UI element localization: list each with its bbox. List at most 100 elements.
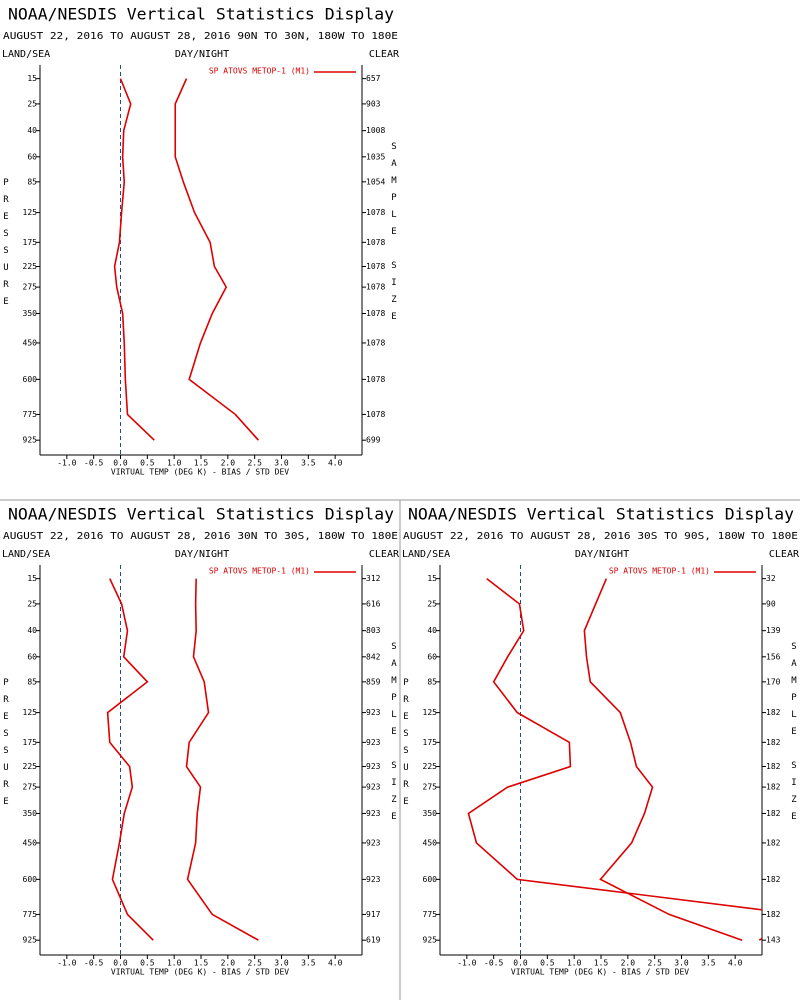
sample-size-label: SAMPLE SIZE <box>389 142 399 329</box>
sample-size: 1078 <box>366 262 385 271</box>
panel-subtitle: AUGUST 22, 2016 TO AUGUST 28, 2016 30N T… <box>3 531 398 542</box>
day-night-label: DAY/NIGHT <box>175 49 229 60</box>
y-tick-label: 60 <box>27 652 37 661</box>
y-tick-label: 85 <box>427 677 437 686</box>
y-tick-label: 15 <box>427 574 437 583</box>
panel-subtitle: AUGUST 22, 2016 TO AUGUST 28, 2016 30S T… <box>403 531 798 542</box>
legend-label: SP ATOVS METOP-1 (M1) <box>209 67 310 76</box>
sample-size: 917 <box>366 910 381 919</box>
y-tick-label: 775 <box>23 410 38 419</box>
sample-size: 1078 <box>366 338 385 347</box>
x-tick-label: 1.0 <box>167 459 182 468</box>
chart-panel: NOAA/NESDIS Vertical Statistics Display A… <box>401 505 800 977</box>
legend-label: SP ATOVS METOP-1 (M1) <box>209 567 310 576</box>
x-tick-label: 4.0 <box>328 959 343 968</box>
sample-size: 842 <box>366 652 381 661</box>
x-axis-label: VIRTUAL TEMP (DEG K) - BIAS / STD DEV <box>111 468 289 477</box>
x-tick-label: 0.0 <box>513 959 528 968</box>
y-tick-label: 925 <box>23 936 38 945</box>
y-tick-label: 125 <box>23 208 38 217</box>
y-tick-label: 275 <box>423 783 438 792</box>
y-tick-label: 450 <box>423 838 438 847</box>
sample-size: 859 <box>366 677 381 686</box>
y-tick-label: 600 <box>423 875 438 884</box>
x-tick-label: -0.5 <box>484 959 503 968</box>
x-axis-label: VIRTUAL TEMP (DEG K) - BIAS / STD DEV <box>511 968 689 977</box>
sample-size: 182 <box>766 783 781 792</box>
y-tick-label: 125 <box>23 708 38 717</box>
y-tick-label: 60 <box>427 652 437 661</box>
sample-size: 143 <box>766 936 781 945</box>
y-tick-label: 450 <box>23 838 38 847</box>
chart-panel: NOAA/NESDIS Vertical Statistics Display A… <box>1 5 400 477</box>
sample-size: 182 <box>766 708 781 717</box>
x-tick-label: 3.5 <box>701 959 716 968</box>
y-tick-label: 40 <box>27 626 37 635</box>
y-tick-label: 775 <box>423 910 438 919</box>
x-tick-label: 0.0 <box>113 459 128 468</box>
land-sea-label: LAND/SEA <box>2 49 50 60</box>
y-tick-label: 60 <box>27 152 37 161</box>
sample-size: 182 <box>766 762 781 771</box>
bias-line <box>467 578 762 941</box>
x-tick-label: 3.0 <box>274 959 289 968</box>
sample-size: 312 <box>366 574 381 583</box>
sample-size: 1035 <box>366 152 385 161</box>
sample-size: 923 <box>366 708 381 717</box>
bias-line <box>113 78 155 441</box>
x-tick-label: -1.0 <box>57 459 76 468</box>
sample-size: 156 <box>766 652 781 661</box>
y-tick-label: 350 <box>423 809 438 818</box>
sample-size: 923 <box>366 809 381 818</box>
y-axis-label: PRESSURE <box>1 178 11 314</box>
day-night-label: DAY/NIGHT <box>175 549 229 560</box>
x-tick-label: 1.0 <box>167 959 182 968</box>
sample-size: 903 <box>366 99 381 108</box>
sample-size: 1078 <box>366 309 385 318</box>
sample-size: 170 <box>766 677 781 686</box>
sample-size: 32 <box>766 574 776 583</box>
x-tick-label: 3.0 <box>274 459 289 468</box>
y-tick-label: 25 <box>27 599 37 608</box>
sample-size: 923 <box>366 762 381 771</box>
x-tick-label: 2.0 <box>221 959 236 968</box>
y-tick-label: 15 <box>27 74 37 83</box>
y-tick-label: 775 <box>23 910 38 919</box>
x-tick-label: 4.0 <box>328 459 343 468</box>
sample-size: 1078 <box>366 208 385 217</box>
sample-size: 657 <box>366 74 381 83</box>
y-tick-label: 600 <box>23 375 38 384</box>
y-tick-label: 225 <box>23 762 38 771</box>
bias-line <box>106 578 154 941</box>
y-tick-label: 40 <box>427 626 437 635</box>
y-tick-label: 350 <box>23 809 38 818</box>
x-tick-label: -0.5 <box>84 459 103 468</box>
x-tick-label: 1.5 <box>194 459 209 468</box>
x-tick-label: 2.0 <box>221 459 236 468</box>
day-night-label: DAY/NIGHT <box>575 549 629 560</box>
panel-subtitle: AUGUST 22, 2016 TO AUGUST 28, 2016 90N T… <box>3 31 398 42</box>
y-tick-label: 85 <box>27 177 37 186</box>
x-tick-label: -1.0 <box>457 959 476 968</box>
sample-size: 699 <box>366 436 381 445</box>
x-tick-label: 0.5 <box>540 959 555 968</box>
sample-size: 923 <box>366 738 381 747</box>
x-tick-label: 2.0 <box>621 959 636 968</box>
std-dev-line <box>185 578 259 941</box>
y-tick-label: 225 <box>23 262 38 271</box>
panel-title: NOAA/NESDIS Vertical Statistics Display <box>8 5 394 24</box>
x-tick-label: 2.5 <box>247 959 262 968</box>
x-tick-label: 3.5 <box>301 459 316 468</box>
panel-title: NOAA/NESDIS Vertical Statistics Display <box>408 505 794 524</box>
x-tick-label: 1.0 <box>567 959 582 968</box>
x-tick-label: 4.0 <box>728 959 743 968</box>
y-tick-label: 175 <box>23 238 38 247</box>
x-tick-label: 0.5 <box>140 459 155 468</box>
sample-size: 1008 <box>366 126 385 135</box>
y-tick-label: 275 <box>23 783 38 792</box>
sample-size: 1078 <box>366 283 385 292</box>
x-tick-label: 3.0 <box>674 959 689 968</box>
sample-size: 182 <box>766 838 781 847</box>
sample-size: 1078 <box>366 238 385 247</box>
y-tick-label: 15 <box>27 574 37 583</box>
